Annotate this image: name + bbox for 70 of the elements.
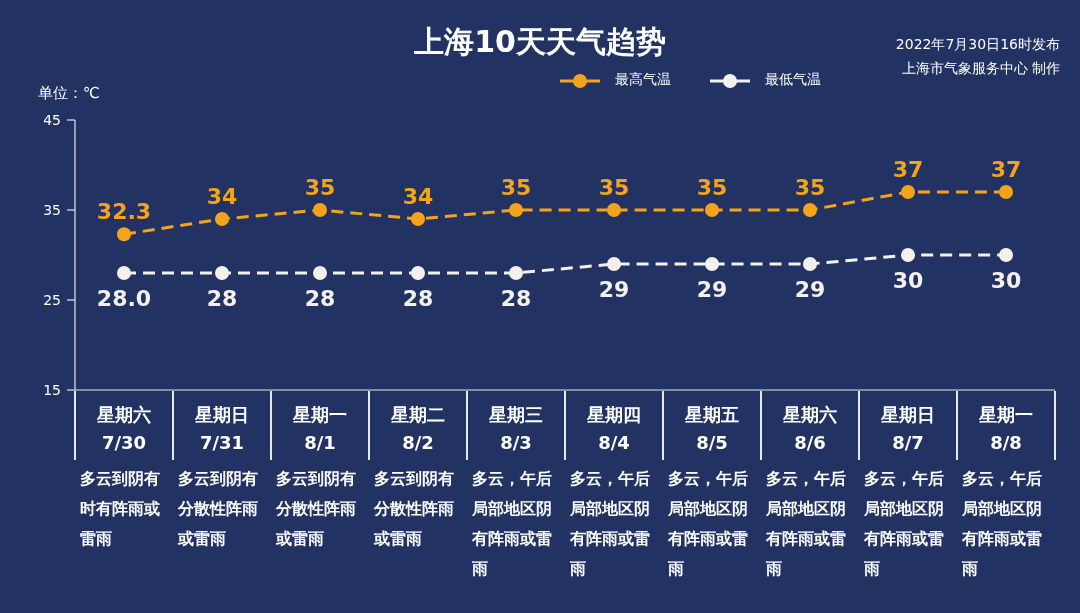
data-label: 37 [990,157,1022,182]
data-label: 28 [304,286,336,311]
x-tick-label: 星期一 8/1 [292,403,348,455]
data-label: 35 [696,175,728,200]
text: 多云到阴有分散性阵雨或雷雨 [374,468,455,550]
point [215,212,229,226]
data-label: 35 [794,175,826,200]
data-label: 37 [892,157,924,182]
x-tick-label: 星期五 8/5 [684,403,740,455]
point [803,257,817,271]
data-label: 28.0 [96,286,152,311]
point [901,185,915,199]
text: 多云，午后局部地区阴有阵雨或雷雨 [766,468,847,580]
point [117,227,131,242]
x-tick-label: 星期日 8/7 [880,403,936,455]
text: 多云到阴有分散性阵雨或雷雨 [276,468,357,550]
x-tick-label: 星期四 8/4 [586,403,642,455]
data-label: 35 [304,175,336,200]
data-label: 35 [598,175,630,200]
data-label: 28 [500,286,532,311]
point [509,203,523,217]
text: 上海市气象服务中心 制作 [901,60,1060,78]
data-label: 34 [402,184,434,209]
text: 多云，午后局部地区阴有阵雨或雷雨 [668,468,749,580]
data-label: 30 [892,268,924,293]
x-tick-label: 星期六 7/30 [96,403,152,455]
data-label: 29 [794,277,826,302]
text: 多云到阴有时有阵雨或雷雨 [80,468,161,550]
x-tick-label: 星期三 8/3 [488,403,544,455]
y-tick-label: 15 [43,382,61,398]
text: 多云，午后局部地区阴有阵雨或雷雨 [962,468,1043,580]
text: 多云，午后局部地区阴有阵雨或雷雨 [864,468,945,580]
y-tick-label: 35 [43,202,61,218]
point [901,248,915,262]
point [607,203,621,217]
point [999,185,1013,199]
x-tick-label: 星期日 7/31 [194,403,250,455]
y-axis-title: 单位：℃ [38,84,100,103]
chart-title: 上海10天天气趋势 [414,24,666,59]
x-tick-label: 星期二 8/2 [390,403,446,455]
text: 多云，午后局部地区阴有阵雨或雷雨 [570,468,651,580]
data-label: 32.3 [96,199,152,225]
point [705,257,719,271]
data-label: 29 [598,277,630,302]
text: 2022年7月30日16时发布 [895,36,1060,54]
point [117,266,131,280]
x-tick-label: 星期一 8/8 [978,403,1034,455]
x-tick-label: 星期六 8/6 [782,403,838,455]
data-label: 29 [696,277,728,302]
legend-label: 最低气温 [765,71,821,89]
data-label: 34 [206,184,238,209]
point [705,203,719,217]
point [313,203,327,217]
point [313,266,327,280]
point [509,266,523,280]
data-label: 28 [206,286,238,311]
legend-label: 最高气温 [615,71,671,89]
data-label: 35 [500,175,532,200]
y-tick-label: 25 [43,292,61,308]
point [411,212,425,226]
point [999,248,1013,262]
point [215,266,229,280]
point [411,266,425,280]
data-label: 28 [402,286,434,311]
point [607,257,621,271]
data-label: 30 [990,268,1022,293]
point [803,203,817,217]
text: 多云，午后局部地区阴有阵雨或雷雨 [472,468,553,580]
y-tick-label: 45 [43,112,61,128]
text: 多云到阴有分散性阵雨或雷雨 [178,468,259,550]
